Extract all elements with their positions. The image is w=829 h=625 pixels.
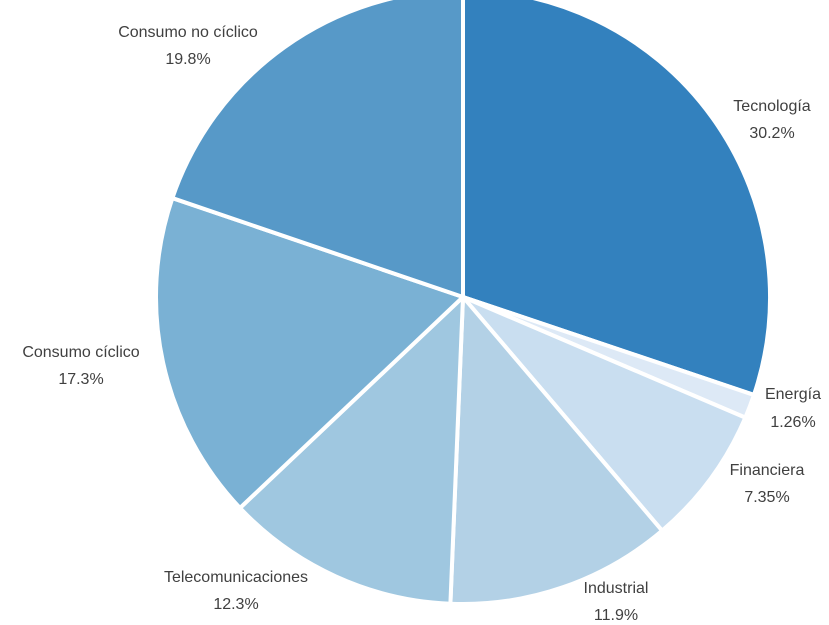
pie-slice-financiera — [461, 295, 748, 533]
slice-value-label-consumo-ciclico: 17.3% — [58, 371, 103, 388]
slice-value-label-tecnologia: 30.2% — [749, 125, 794, 142]
pie-slices — [154, 0, 772, 606]
slice-label-consumo-no-ciclico: Consumo no cíclico — [118, 24, 258, 41]
pie-slice-tecnologia — [461, 0, 772, 397]
pie-slice-consumo-no-ciclico — [170, 0, 465, 299]
pie-slice-consumo-ciclico — [154, 196, 465, 510]
slice-label-consumo-ciclico: Consumo cíclico — [22, 344, 139, 361]
slice-label-tecnologia: Tecnología — [733, 98, 810, 115]
slice-value-label-consumo-no-ciclico: 19.8% — [165, 51, 210, 68]
pie-slice-telecomunicaciones — [237, 295, 465, 606]
slice-label-energia: Energía — [765, 386, 821, 403]
slice-value-label-financiera: 7.35% — [744, 489, 789, 506]
slice-label-industrial: Industrial — [584, 580, 649, 597]
slice-value-label-industrial: 11.9% — [594, 607, 638, 624]
slice-label-telecomunicaciones: Telecomunicaciones — [164, 569, 308, 586]
slice-label-financiera: Financiera — [730, 462, 805, 479]
slice-value-label-telecomunicaciones: 12.3% — [213, 596, 258, 613]
pie-labels: Tecnología 30.2% Energía 1.26% Financiera 7.3… — [22, 24, 821, 624]
slice-value-label-energia: 1.26% — [770, 414, 815, 431]
pie-slice-industrial — [448, 295, 665, 606]
